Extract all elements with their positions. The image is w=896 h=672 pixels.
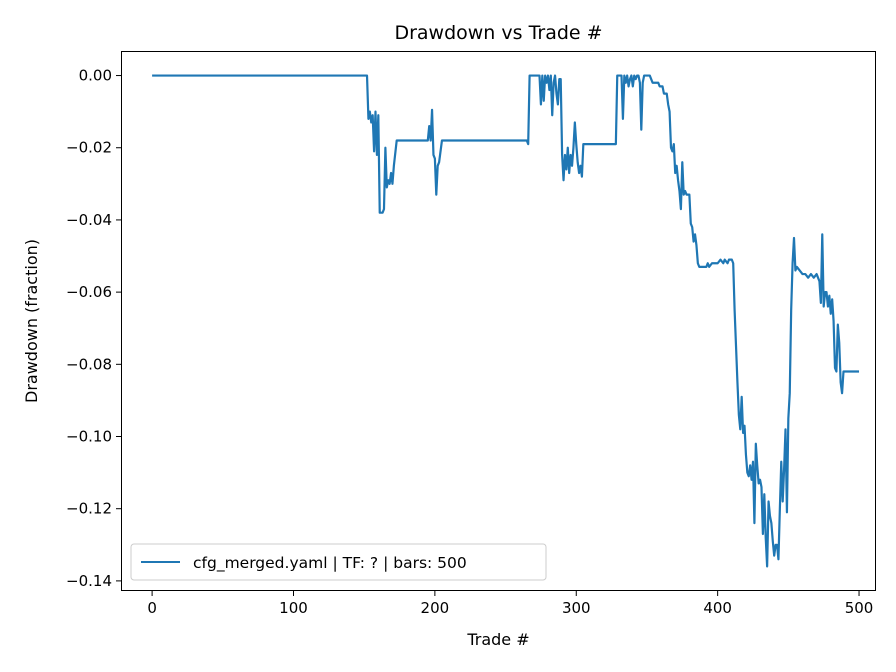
x-tick-label: 400 — [703, 599, 732, 617]
y-tick-label: −0.14 — [66, 572, 112, 590]
legend: cfg_merged.yaml | TF: ? | bars: 500 — [130, 543, 547, 581]
series-line — [152, 74, 860, 568]
series-layer — [152, 74, 860, 568]
x-tick-label: 300 — [562, 599, 591, 617]
y-tick-label: −0.02 — [66, 139, 112, 157]
y-tick-label: −0.08 — [66, 355, 112, 373]
y-axis: 0.00 −0.02 −0.04 −0.06 −0.08 −0.10 −0.12 −0.14 — [66, 67, 121, 590]
x-tick-label: 200 — [421, 599, 450, 617]
y-tick-label: −0.12 — [66, 500, 112, 518]
y-axis-label: Drawdown (fraction) — [22, 239, 41, 403]
x-axis: 0 100 200 300 400 500 — [147, 591, 873, 617]
chart-title: Drawdown vs Trade # — [394, 22, 602, 44]
y-tick-label: −0.04 — [66, 211, 112, 229]
y-tick-label: −0.10 — [66, 428, 112, 446]
legend-box — [130, 543, 547, 581]
legend-label: cfg_merged.yaml | TF: ? | bars: 500 — [193, 554, 467, 573]
x-tick-label: 500 — [845, 599, 874, 617]
y-tick-label: 0.00 — [79, 67, 112, 85]
x-tick-label: 0 — [147, 599, 157, 617]
x-axis-label: Trade # — [466, 630, 529, 649]
y-tick-label: −0.06 — [66, 283, 112, 301]
x-tick-label: 100 — [279, 599, 308, 617]
axes-frame — [121, 51, 876, 591]
